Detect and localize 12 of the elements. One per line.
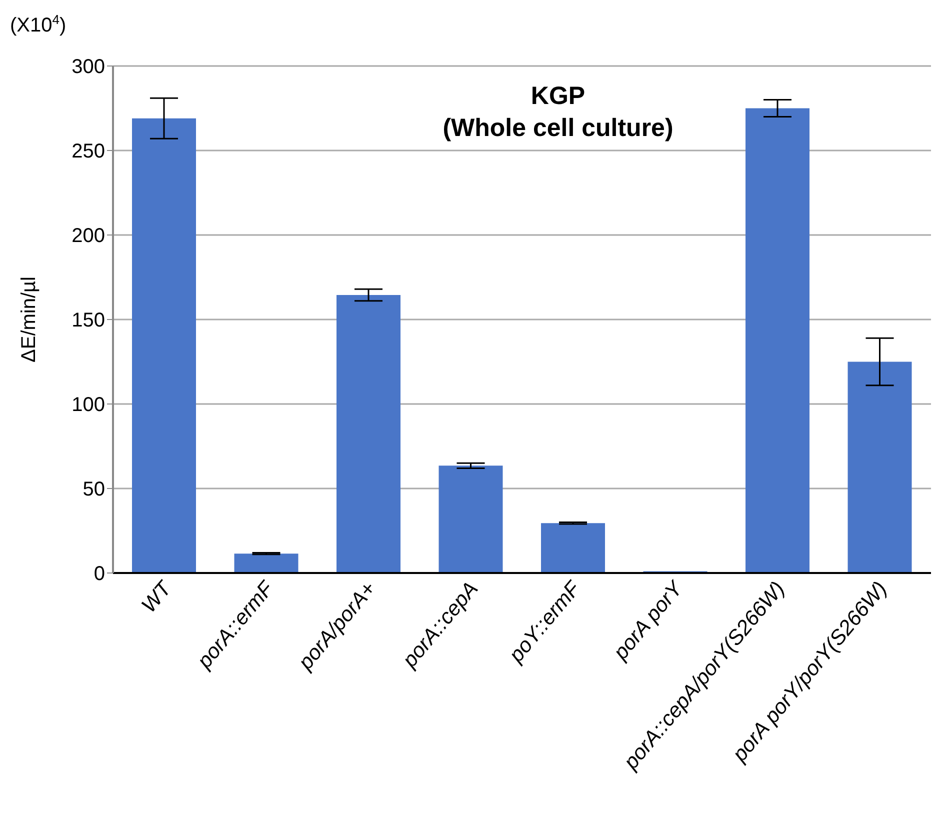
x-tick-label: WT — [137, 576, 178, 618]
y-tick-label: 0 — [94, 563, 105, 586]
y-tick-label: 100 — [72, 394, 105, 416]
y-tick-label: 300 — [72, 56, 105, 78]
y-tick-label: 50 — [82, 478, 105, 501]
text: (Whole cell culture) — [442, 113, 674, 144]
y-tick-label: 250 — [72, 140, 105, 163]
text: KGP — [530, 81, 586, 112]
text: (X10$^{4}$) — [10, 12, 66, 37]
y-tick-label: 150 — [72, 310, 105, 332]
y-axis-title: ΔE/min/µl — [18, 276, 40, 363]
y-tick-label: 200 — [72, 225, 105, 248]
